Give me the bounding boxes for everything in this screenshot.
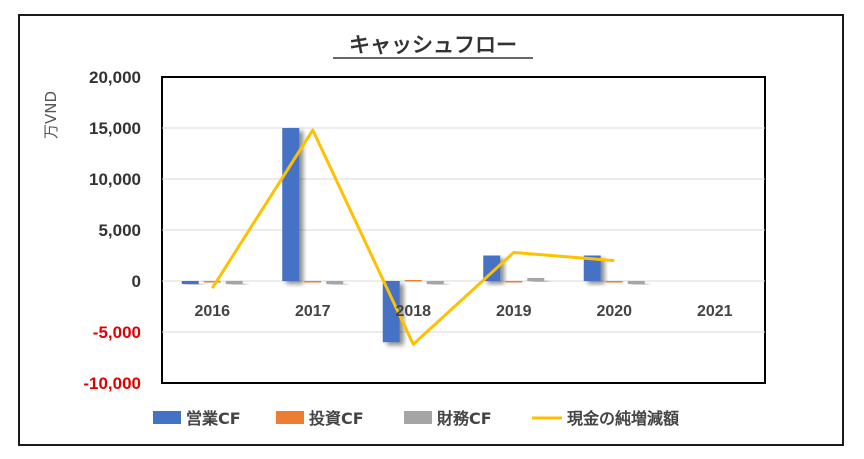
legend-item: 現金の純増減額 [532, 409, 679, 428]
y-tick-label: 0 [132, 272, 141, 291]
y-tick-label: 10,000 [89, 170, 141, 189]
x-tick-label: 2020 [596, 303, 632, 320]
legend-label: 財務CF [437, 409, 492, 428]
legend-item: 財務CF [404, 409, 492, 428]
bar-営業CF-2020 [583, 255, 601, 281]
legend-swatch [276, 411, 304, 424]
bar-投資CF-2019 [505, 281, 523, 283]
bar-営業CF-2018 [382, 281, 400, 343]
y-axis-ticks: 20,000 15,000 10,000 5,000 0 -5,000 -10,000 [83, 68, 141, 393]
gridlines [162, 127, 765, 333]
y-tick-label: 5,000 [98, 221, 141, 240]
legend-swatch [404, 411, 432, 424]
bar-投資CF-2017 [304, 281, 322, 283]
x-tick-label: 2017 [295, 303, 331, 320]
chart-title: キャッシュフロー [349, 33, 517, 57]
x-axis-ticks: 2016 2017 2018 2019 2020 2021 [194, 303, 732, 320]
net-change-line [210, 128, 615, 346]
x-tick-label: 2016 [194, 303, 230, 320]
bar-財務CF-2017 [326, 281, 344, 285]
legend-label: 営業CF [186, 409, 241, 428]
legend-swatch [153, 411, 181, 424]
x-tick-label: 2021 [697, 303, 733, 320]
bar-財務CF-2018 [426, 281, 444, 285]
y-tick-label: -10,000 [83, 374, 141, 393]
bar-営業CF-2017 [282, 128, 300, 281]
line-現金の純増減額 [210, 128, 615, 346]
legend-item: 投資CF [276, 409, 364, 428]
bar-財務CF-2019 [527, 277, 545, 281]
y-tick-label: -5,000 [93, 323, 141, 342]
legend: 営業CF 投資CF 財務CF 現金の純増減額 [153, 409, 679, 428]
x-tick-label: 2018 [395, 303, 431, 320]
bar-投資CF-2016 [203, 281, 221, 283]
bar-投資CF-2020 [605, 281, 623, 283]
y-tick-label: 20,000 [89, 68, 141, 87]
legend-label: 投資CF [309, 409, 364, 428]
bar-投資CF-2018 [404, 279, 422, 282]
legend-label: 現金の純増減額 [567, 409, 679, 428]
bar-財務CF-2020 [627, 281, 645, 285]
y-axis-label: 万VND [42, 91, 60, 139]
legend-item: 営業CF [153, 409, 241, 428]
bar-財務CF-2016 [225, 281, 243, 285]
y-tick-label: 15,000 [89, 119, 141, 138]
bar-営業CF-2016 [181, 281, 199, 285]
bars [181, 128, 645, 343]
x-tick-label: 2019 [496, 303, 532, 320]
